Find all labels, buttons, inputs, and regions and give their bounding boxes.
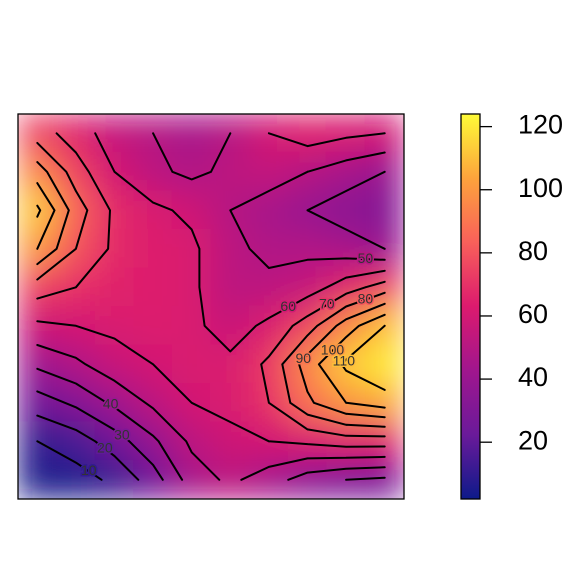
colorbar-tick-label: 20 [518, 425, 548, 455]
heat-cell [210, 306, 251, 346]
heat-cell [133, 383, 173, 423]
heat-cell [210, 152, 251, 192]
heat-cell [56, 190, 96, 230]
heat-cell [171, 152, 212, 192]
heat-cell [364, 460, 404, 499]
contour-line [36, 132, 386, 448]
heat-cell [18, 306, 58, 346]
contour-label: 20 [97, 439, 113, 455]
heat-cell [171, 267, 212, 307]
contour-label: 40 [103, 396, 119, 412]
heat-cell [210, 383, 251, 423]
contour-line [36, 132, 386, 481]
heat-cell [133, 306, 173, 346]
colorbar-tick-label: 60 [518, 299, 548, 329]
heat-cell [171, 190, 212, 230]
colorbar-tick-label: 40 [518, 362, 548, 392]
heat-cell [56, 460, 96, 499]
heat-cell [94, 229, 135, 269]
heat-cell [249, 267, 289, 307]
colorbar-tick-label: 120 [518, 110, 563, 140]
heat-cell [133, 190, 173, 230]
contour-line [36, 182, 386, 409]
contour-label: 110 [333, 353, 356, 369]
heat-cell [326, 114, 366, 153]
contour-line [36, 414, 140, 481]
heat-cell [18, 344, 58, 384]
heat-cell [210, 421, 251, 461]
plot-frame [17, 113, 405, 500]
heat-cell [364, 421, 404, 461]
contour-label: 90 [296, 350, 312, 366]
heat-cell [171, 344, 212, 384]
heat-cell [18, 267, 58, 307]
contour-label: 60 [280, 298, 296, 314]
contour-line [36, 204, 386, 391]
contour-line [36, 390, 386, 481]
heat-cell [171, 229, 212, 269]
contour-line [36, 161, 386, 419]
contour-label: 50 [358, 250, 374, 266]
contour-line [36, 132, 386, 438]
heat-cell [287, 460, 328, 499]
heat-cell [326, 190, 366, 230]
heat-cell [287, 421, 328, 461]
heat-cell [133, 229, 173, 269]
contour-label: 10 [81, 462, 97, 478]
heat-cell [249, 152, 289, 192]
contour-line [36, 440, 103, 481]
heat-cell [133, 152, 173, 192]
heat-cell [56, 383, 96, 423]
heat-cell [249, 229, 289, 269]
heat-cell [210, 229, 251, 269]
heat-cell [171, 421, 212, 461]
heat-cell [18, 114, 58, 153]
heat-cell [326, 421, 366, 461]
contour-line [36, 141, 386, 428]
contour-label: 100 [321, 341, 345, 357]
contour-label: 70 [319, 296, 335, 312]
heat-cell [249, 190, 289, 230]
heat-cell [18, 460, 58, 499]
heat-cell [171, 114, 212, 153]
heat-cell [210, 460, 251, 499]
heat-cell [94, 190, 135, 230]
heat-cell [364, 190, 404, 230]
heat-cell [56, 114, 96, 153]
contour-line [36, 170, 386, 481]
heat-cell [133, 267, 173, 307]
heat-cell [94, 114, 135, 153]
colorbar [460, 113, 481, 500]
colorbar-tick-label: 80 [518, 236, 548, 266]
heat-cell [287, 267, 328, 307]
heat-cell [94, 267, 135, 307]
heat-cell [364, 344, 404, 384]
heat-cell [18, 190, 58, 230]
heat-cell [210, 267, 251, 307]
contour-label: 80 [358, 290, 374, 306]
contour-label: 30 [114, 426, 130, 442]
heat-cell [94, 344, 135, 384]
colorbar-ticks: 20 40 60 80 100 120 [480, 110, 563, 455]
colorbar-tick-label: 100 [518, 173, 563, 203]
